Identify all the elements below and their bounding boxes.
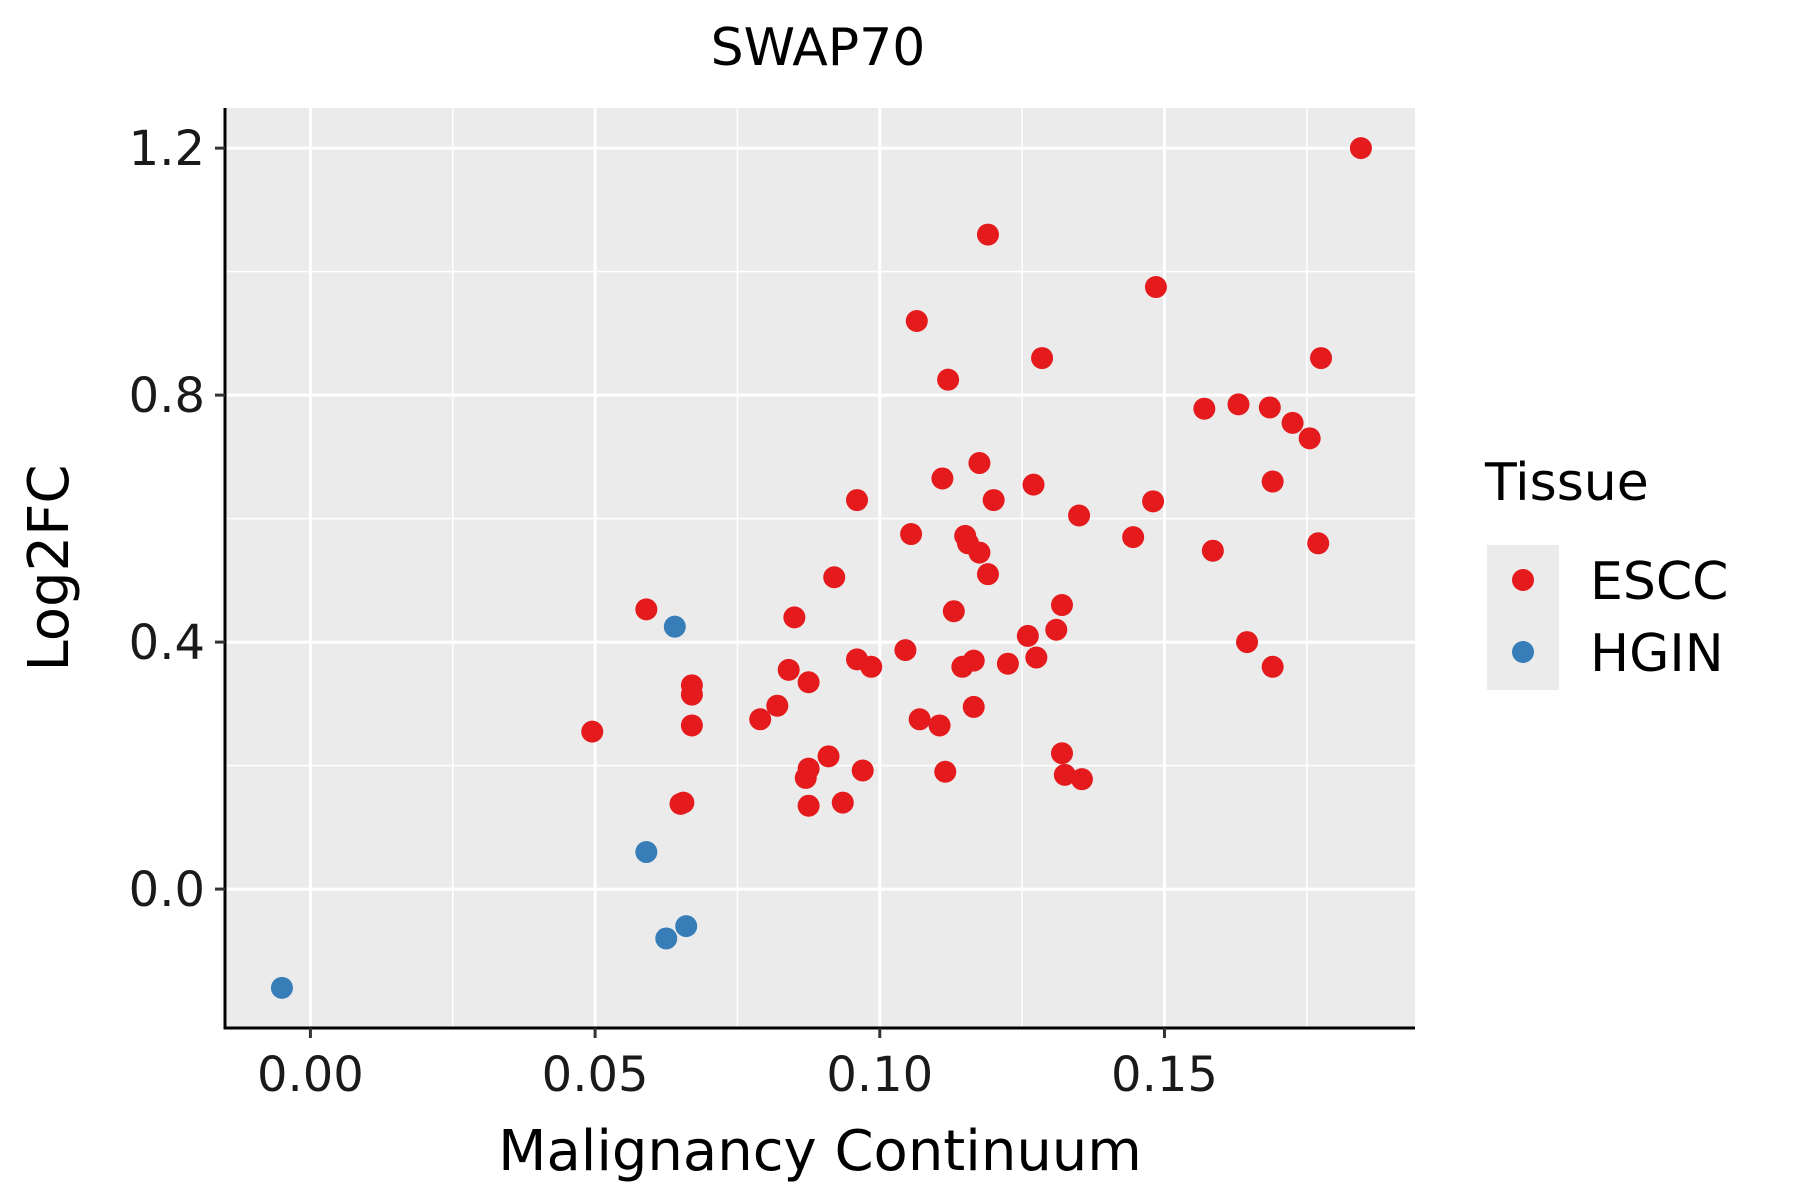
- data-point-escc: [976, 563, 999, 586]
- plot-panel: [225, 108, 1415, 1028]
- legend-key-hgin: [1512, 641, 1534, 663]
- data-point-escc: [851, 759, 874, 782]
- data-point-escc: [1281, 411, 1304, 434]
- data-point-escc: [976, 223, 999, 246]
- data-point-escc: [894, 639, 917, 662]
- data-point-escc: [982, 489, 1005, 512]
- data-point-escc: [1122, 526, 1145, 549]
- data-point-escc: [1298, 427, 1321, 450]
- legend-key-background: [1487, 545, 1559, 690]
- data-point-hgin: [655, 927, 678, 950]
- data-point-escc: [900, 523, 923, 546]
- y-tick-label: 0.0: [129, 862, 205, 918]
- major-gridlines: [225, 108, 1415, 1028]
- data-point-escc: [749, 708, 772, 731]
- data-point-escc: [797, 794, 820, 817]
- legend-label-hgin: HGIN: [1590, 624, 1724, 684]
- data-point-escc: [1261, 655, 1284, 678]
- data-point-escc: [797, 671, 820, 694]
- data-point-escc: [1142, 490, 1165, 513]
- data-point-escc: [962, 649, 985, 672]
- data-point-escc: [931, 467, 954, 490]
- data-point-escc: [1261, 470, 1284, 493]
- data-point-escc: [669, 792, 692, 815]
- data-point-escc: [1031, 347, 1054, 370]
- data-point-hgin: [663, 615, 686, 638]
- y-axis-title: Log2FC: [17, 465, 82, 672]
- data-point-hgin: [635, 841, 658, 864]
- minor-gridlines: [225, 108, 1415, 1028]
- legend-label-escc: ESCC: [1590, 552, 1728, 612]
- data-point-hgin: [270, 976, 293, 999]
- data-point-escc: [783, 606, 806, 629]
- data-point-escc: [1045, 618, 1068, 641]
- data-point-escc: [962, 695, 985, 718]
- data-point-escc: [1068, 504, 1091, 527]
- data-point-escc: [934, 760, 957, 783]
- data-point-escc: [928, 714, 951, 737]
- data-point-hgin: [675, 915, 698, 938]
- data-point-escc: [1025, 646, 1048, 669]
- data-point-escc: [1050, 594, 1073, 617]
- data-point-escc: [817, 745, 840, 768]
- data-point-escc: [823, 566, 846, 589]
- data-point-escc: [1070, 768, 1093, 791]
- data-point-escc: [777, 658, 800, 681]
- data-point-escc: [1016, 624, 1039, 647]
- x-axis-title: Malignancy Continuum: [498, 1119, 1142, 1184]
- x-tick-label: 0.10: [826, 1047, 933, 1103]
- y-tick-label: 0.4: [129, 615, 205, 671]
- data-point-escc: [680, 714, 703, 737]
- data-point-escc: [1022, 473, 1045, 496]
- x-tick-label: 0.00: [257, 1047, 364, 1103]
- data-points: [270, 137, 1372, 999]
- plot-title: SWAP70: [711, 18, 926, 78]
- x-tick-label: 0.15: [1111, 1047, 1218, 1103]
- y-axis-ticks: 0.0 0.4 0.8 1.2: [129, 121, 225, 918]
- data-point-escc: [1227, 393, 1250, 416]
- data-point-escc: [635, 598, 658, 621]
- y-tick-label: 0.8: [129, 368, 205, 424]
- data-point-escc: [968, 541, 991, 564]
- legend-key-escc: [1512, 569, 1534, 591]
- data-point-escc: [1307, 532, 1330, 555]
- data-point-escc: [1193, 397, 1216, 420]
- data-point-escc: [968, 452, 991, 475]
- data-point-escc: [905, 310, 928, 333]
- legend: Tissue ESCC HGIN: [1484, 453, 1728, 690]
- x-tick-label: 0.05: [542, 1047, 649, 1103]
- data-point-escc: [1236, 631, 1259, 654]
- data-point-escc: [680, 683, 703, 706]
- y-tick-label: 1.2: [129, 121, 205, 177]
- data-point-escc: [846, 489, 869, 512]
- data-point-escc: [937, 368, 960, 391]
- data-point-escc: [1310, 347, 1333, 370]
- data-point-escc: [581, 720, 604, 743]
- data-point-escc: [1144, 276, 1167, 299]
- data-point-escc: [766, 694, 789, 717]
- data-point-escc: [1053, 763, 1076, 786]
- x-axis-ticks: 0.00 0.05 0.10 0.15: [257, 1028, 1218, 1103]
- data-point-escc: [831, 791, 854, 814]
- data-point-escc: [1050, 742, 1073, 765]
- data-point-escc: [1201, 539, 1224, 562]
- data-point-escc: [942, 600, 965, 623]
- legend-title: Tissue: [1484, 453, 1649, 513]
- data-point-escc: [797, 757, 820, 780]
- data-point-escc: [996, 652, 1019, 675]
- data-point-escc: [908, 708, 931, 731]
- data-point-escc: [860, 655, 883, 678]
- data-point-escc: [1349, 137, 1372, 160]
- data-point-escc: [1258, 396, 1281, 419]
